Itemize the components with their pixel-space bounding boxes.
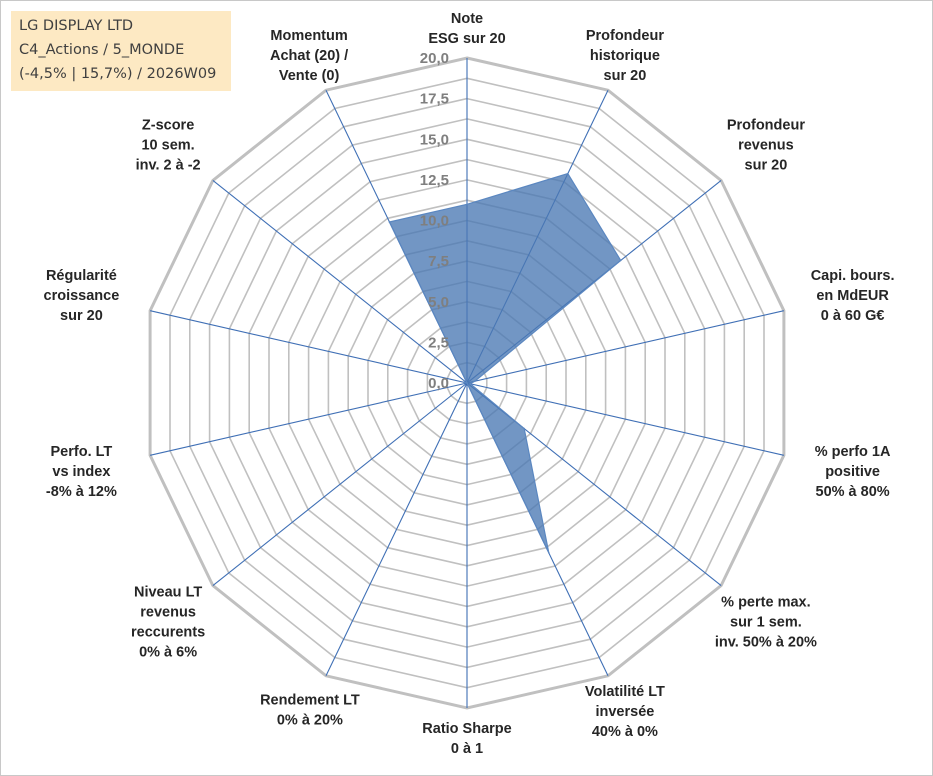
axis-label-line: Achat (20) / bbox=[270, 48, 348, 64]
radar-tick-label: 7,5 bbox=[428, 253, 449, 270]
radar-series-point bbox=[523, 427, 525, 430]
performance-range-week: (-4,5% | 15,7%) / 2026W09 bbox=[19, 66, 217, 82]
axis-label-line: Ratio Sharpe bbox=[422, 721, 511, 737]
axis-label-line: 0 à 1 bbox=[451, 741, 483, 757]
axis-label-line: revenus bbox=[738, 138, 794, 154]
radar-series-point bbox=[469, 382, 472, 385]
axis-label: Capi. bours. en MdEUR 0 à 60 G€ bbox=[811, 268, 895, 324]
radar-spoke bbox=[149, 382, 468, 456]
axis-label-line: 0% à 20% bbox=[277, 712, 343, 728]
radar-axis-labels: Note ESG sur 20 Profondeur historique sur 20… bbox=[44, 11, 895, 757]
radar-spoke bbox=[212, 179, 468, 384]
radar-spoke bbox=[149, 310, 468, 384]
radar-series bbox=[388, 172, 622, 554]
axis-label-line: Rendement LT bbox=[260, 692, 360, 708]
axis-label-line: croissance bbox=[44, 288, 120, 304]
axis-label: Profondeur historique sur 20 bbox=[586, 28, 664, 84]
radar-tick-labels: 0,0 2,5 5,0 7,5 10,0 12,5 15,0 17,5 20,0 bbox=[420, 50, 449, 392]
axis-label-line: 0% à 6% bbox=[139, 644, 197, 660]
info-box: LG DISPLAY LTD C4_Actions / 5_MONDE (-4,… bbox=[11, 11, 231, 91]
radar-tick-label: 17,5 bbox=[420, 91, 449, 108]
axis-label-line: Profondeur bbox=[586, 28, 664, 44]
axis-label-line: Momentum bbox=[270, 28, 347, 44]
axis-label-line: inv. 50% à 20% bbox=[715, 634, 817, 650]
axis-label-line: -8% à 12% bbox=[46, 484, 117, 500]
axis-label-line: Perfo. LT bbox=[51, 444, 113, 460]
axis-label: Profondeur revenus sur 20 bbox=[727, 118, 805, 174]
radar-tick-label: 0,0 bbox=[428, 375, 449, 392]
axis-label-line: inversée bbox=[595, 704, 654, 720]
radar-spoke bbox=[325, 382, 468, 677]
axis-label-line: historique bbox=[590, 48, 660, 64]
axis-label-line: inv. 2 à -2 bbox=[136, 158, 201, 174]
axis-label: Niveau LT revenus reccurents 0% à 6% bbox=[131, 584, 205, 660]
radar-series-point bbox=[466, 203, 468, 206]
axis-label-line: 50% à 80% bbox=[816, 484, 890, 500]
axis-label: Régularité croissance sur 20 bbox=[44, 268, 120, 324]
axis-label-line: Z-score bbox=[142, 118, 194, 134]
axis-label-line: Capi. bours. bbox=[811, 268, 895, 284]
radar-tick-label: 15,0 bbox=[420, 131, 449, 148]
portfolio-category: C4_Actions / 5_MONDE bbox=[19, 42, 185, 58]
radar-tick-label: 20,0 bbox=[420, 50, 449, 67]
axis-label-line: Profondeur bbox=[727, 118, 805, 134]
axis-label-line: Niveau LT bbox=[134, 584, 202, 600]
axis-label: Note ESG sur 20 bbox=[428, 11, 505, 47]
axis-label: Momentum Achat (20) / Vente (0) bbox=[270, 28, 348, 84]
radar-spoke bbox=[466, 382, 785, 456]
axis-label-line: Note bbox=[451, 11, 483, 27]
radar-series-point bbox=[388, 221, 391, 223]
radar-spoke bbox=[466, 310, 785, 384]
axis-label-line: Régularité bbox=[46, 268, 117, 284]
axis-label: Z-score 10 sem. inv. 2 à -2 bbox=[136, 118, 201, 174]
axis-label-line: sur 20 bbox=[745, 158, 788, 174]
axis-label: % perfo 1A positive 50% à 80% bbox=[815, 444, 891, 500]
axis-label-line: vs index bbox=[52, 464, 110, 480]
radar-series-point bbox=[466, 382, 468, 384]
axis-label: Rendement LT 0% à 20% bbox=[260, 692, 360, 728]
axis-label-line: Volatilité LT bbox=[585, 684, 665, 700]
axis-label-line: 10 sem. bbox=[141, 138, 194, 154]
axis-label-line: en MdEUR bbox=[816, 288, 889, 304]
axis-label-line: % perfo 1A bbox=[815, 444, 891, 460]
axis-label-line: Vente (0) bbox=[279, 68, 340, 84]
radar-series-area bbox=[388, 173, 622, 554]
axis-label: Volatilité LT inversée 40% à 0% bbox=[585, 684, 665, 740]
axis-label: Ratio Sharpe 0 à 1 bbox=[422, 721, 511, 757]
axis-label-line: revenus bbox=[140, 604, 196, 620]
radar-tick-label: 12,5 bbox=[420, 172, 449, 189]
axis-label-line: sur 20 bbox=[604, 68, 647, 84]
axis-label-line: sur 20 bbox=[60, 308, 103, 324]
radar-series-point bbox=[548, 552, 550, 554]
radar-tick-label: 5,0 bbox=[428, 294, 449, 311]
axis-label-line: sur 1 sem. bbox=[730, 614, 802, 630]
axis-label-line: reccurents bbox=[131, 624, 205, 640]
radar-series-point bbox=[463, 381, 465, 384]
stock-name: LG DISPLAY LTD bbox=[19, 18, 134, 34]
axis-label-line: % perte max. bbox=[721, 594, 810, 610]
axis-label: Perfo. LT vs index -8% à 12% bbox=[46, 444, 117, 500]
axis-label-line: 40% à 0% bbox=[592, 724, 658, 740]
axis-label-line: positive bbox=[825, 464, 880, 480]
radar-series-point bbox=[474, 380, 476, 383]
radar-tick-label: 2,5 bbox=[428, 334, 449, 351]
radar-series-point bbox=[567, 172, 569, 175]
axis-label-line: ESG sur 20 bbox=[428, 31, 505, 47]
axis-label-line: 0 à 60 G€ bbox=[821, 308, 885, 324]
radar-spoke bbox=[212, 382, 468, 587]
radar-tick-label: 10,0 bbox=[420, 213, 449, 230]
axis-label: % perte max. sur 1 sem. inv. 50% à 20% bbox=[715, 594, 817, 650]
radar-series-point bbox=[619, 259, 622, 262]
